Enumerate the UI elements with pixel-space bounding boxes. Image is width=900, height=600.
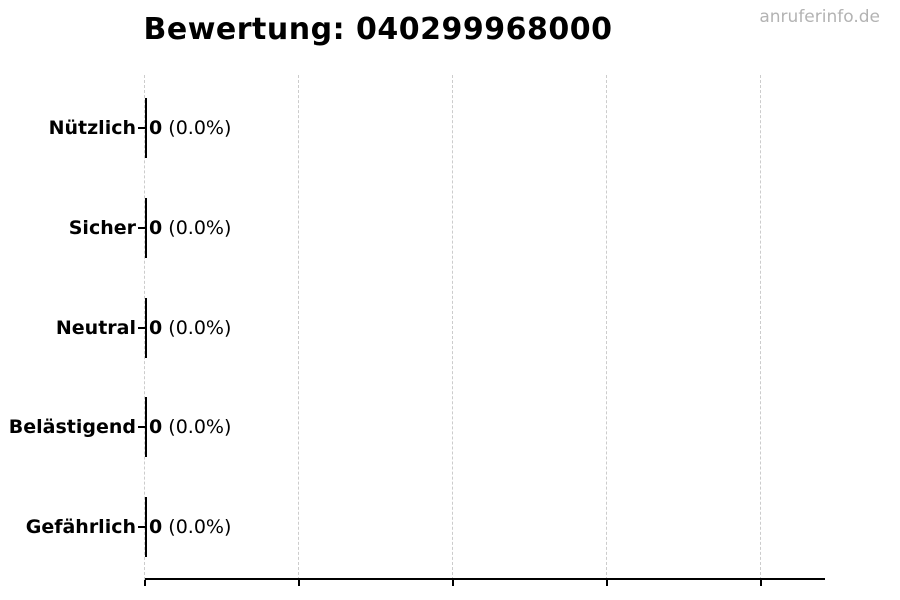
bar-count: 0 — [149, 416, 163, 438]
chart-title: Bewertung: 040299968000 — [143, 12, 613, 47]
gridline — [452, 75, 453, 580]
y-tick-mark — [138, 127, 146, 129]
bar-percent: (0.0%) — [168, 317, 232, 339]
bar-value-label: 0 (0.0%) — [149, 98, 231, 158]
bar-percent: (0.0%) — [168, 416, 232, 438]
bar-row: Belästigend 0 (0.0%) — [0, 397, 900, 457]
x-axis-tick — [144, 580, 146, 586]
y-tick-mark — [138, 526, 146, 528]
bar-count: 0 — [149, 516, 163, 538]
zero-width-bar — [145, 98, 147, 158]
y-tick-mark — [138, 327, 146, 329]
category-label: Belästigend — [8, 416, 136, 438]
bar-row: Sicher 0 (0.0%) — [0, 198, 900, 258]
gridline — [760, 75, 761, 580]
gridline — [298, 75, 299, 580]
watermark-text: anruferinfo.de — [759, 7, 880, 27]
zero-width-bar — [145, 298, 147, 358]
category-label: Nützlich — [48, 117, 136, 139]
zero-width-bar — [145, 198, 147, 258]
bar-percent: (0.0%) — [168, 217, 232, 239]
zero-width-bar — [145, 397, 147, 457]
y-tick-mark — [138, 426, 146, 428]
x-axis-tick — [606, 580, 608, 586]
bar-value-label: 0 (0.0%) — [149, 198, 231, 258]
bar-count: 0 — [149, 117, 163, 139]
bar-count: 0 — [149, 317, 163, 339]
bar-value-label: 0 (0.0%) — [149, 397, 231, 457]
x-axis-line — [145, 578, 825, 580]
gridline — [606, 75, 607, 580]
x-axis-tick — [760, 580, 762, 586]
x-axis-tick — [452, 580, 454, 586]
y-tick-mark — [138, 227, 146, 229]
bar-percent: (0.0%) — [168, 117, 232, 139]
category-label: Neutral — [55, 317, 136, 339]
category-label: Sicher — [68, 217, 136, 239]
bar-percent: (0.0%) — [168, 516, 232, 538]
zero-width-bar — [145, 497, 147, 557]
bar-row: Gefährlich 0 (0.0%) — [0, 497, 900, 557]
bar-row: Neutral 0 (0.0%) — [0, 298, 900, 358]
bar-count: 0 — [149, 217, 163, 239]
bar-value-label: 0 (0.0%) — [149, 497, 231, 557]
x-axis-tick — [298, 580, 300, 586]
bar-value-label: 0 (0.0%) — [149, 298, 231, 358]
category-label: Gefährlich — [25, 516, 136, 538]
bar-row: Nützlich 0 (0.0%) — [0, 98, 900, 158]
